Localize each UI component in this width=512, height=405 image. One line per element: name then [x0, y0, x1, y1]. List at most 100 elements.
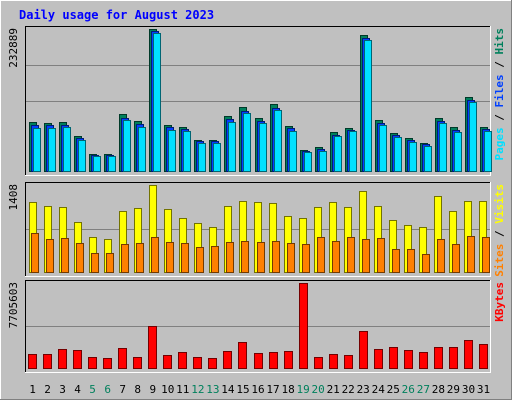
x-tick-label-28: 28	[432, 383, 445, 396]
bar-pages-day-21	[334, 136, 342, 172]
legend-entry-files: Files	[493, 74, 506, 107]
x-tick-label-2: 2	[44, 383, 51, 396]
bar-sites-day-22	[347, 237, 355, 273]
x-tick-label-29: 29	[447, 383, 460, 396]
bar-pages-day-8	[138, 127, 146, 172]
bar-sites-day-14	[226, 242, 234, 273]
panel-legend: Pages / Files / Hits	[493, 28, 506, 161]
x-tick-label-5: 5	[89, 383, 96, 396]
bar-sites-day-7	[121, 244, 129, 273]
bar-sites-day-6	[106, 253, 114, 273]
panel-legend: Sites / Visits	[493, 184, 506, 277]
x-tick-label-31: 31	[477, 383, 490, 396]
bar-sites-day-13	[211, 246, 219, 273]
bar-kbytes-day-30	[464, 340, 473, 369]
bar-sites-day-24	[377, 238, 385, 273]
x-tick-label-17: 17	[266, 383, 279, 396]
bar-pages-day-19	[304, 152, 312, 172]
x-tick-label-20: 20	[311, 383, 324, 396]
bar-sites-day-29	[452, 244, 460, 273]
x-tick-label-14: 14	[221, 383, 235, 396]
bar-sites-day-25	[392, 249, 400, 273]
bar-kbytes-day-31	[479, 344, 488, 369]
legend-separator: /	[493, 108, 506, 128]
x-tick-label-25: 25	[387, 383, 400, 396]
bar-kbytes-day-20	[314, 357, 323, 369]
bar-kbytes-day-2	[43, 354, 52, 369]
x-tick-label-19: 19	[296, 383, 309, 396]
bar-sites-day-20	[317, 237, 325, 273]
x-tick-label-27: 27	[417, 383, 430, 396]
bar-kbytes-day-16	[254, 353, 263, 369]
bar-sites-day-19	[302, 244, 310, 273]
bar-pages-day-4	[78, 140, 86, 172]
bar-sites-day-30	[467, 236, 475, 273]
bar-pages-day-18	[289, 131, 297, 172]
bar-pages-day-17	[274, 110, 282, 172]
bar-sites-day-27	[422, 254, 430, 273]
bar-kbytes-day-19	[299, 283, 308, 369]
bar-kbytes-day-11	[178, 352, 187, 369]
bar-sites-day-4	[76, 243, 84, 273]
bar-pages-day-31	[484, 131, 492, 172]
bar-kbytes-day-1	[28, 354, 37, 369]
bar-pages-day-29	[454, 132, 462, 172]
x-tick-label-4: 4	[74, 383, 81, 396]
bar-pages-day-25	[394, 137, 402, 172]
chart-panels: 232889 Pages / Files / Hits 1408 Sites / Vi…	[7, 26, 506, 373]
x-tick-label-15: 15	[236, 383, 249, 396]
bar-pages-day-15	[243, 113, 251, 172]
x-tick-label-22: 22	[342, 383, 355, 396]
bar-sites-day-1	[31, 233, 39, 273]
legend-separator: /	[493, 55, 506, 75]
panel-hits-files-pages: 232889 Pages / Files / Hits	[7, 26, 506, 176]
bar-kbytes-day-5	[88, 357, 97, 369]
bar-sites-day-12	[196, 247, 204, 273]
bar-sites-day-21	[332, 241, 340, 273]
x-tick-label-23: 23	[357, 383, 370, 396]
bar-pages-day-20	[319, 151, 327, 172]
x-tick-label-13: 13	[206, 383, 219, 396]
bar-kbytes-day-26	[404, 350, 413, 369]
bar-kbytes-day-4	[73, 350, 82, 369]
bar-pages-day-26	[409, 142, 417, 172]
x-tick-label-8: 8	[134, 383, 141, 396]
bar-sites-day-16	[257, 242, 265, 273]
legend-entry-pages: Pages	[493, 127, 506, 160]
panel-visits-sites: 1408 Sites / Visits	[7, 182, 506, 277]
x-tick-label-11: 11	[176, 383, 189, 396]
y-axis-max-label: 7705603	[7, 282, 20, 328]
bar-pages-day-13	[213, 143, 221, 172]
bar-pages-day-30	[469, 102, 477, 172]
bar-kbytes-day-22	[344, 355, 353, 369]
bar-sites-day-10	[166, 242, 174, 273]
bar-pages-day-22	[349, 131, 357, 172]
x-tick-label-26: 26	[402, 383, 415, 396]
bar-sites-day-26	[407, 249, 415, 273]
bar-pages-day-5	[93, 156, 101, 172]
bar-pages-day-3	[63, 127, 71, 172]
bar-kbytes-day-10	[163, 355, 172, 369]
bar-kbytes-day-25	[389, 347, 398, 369]
bar-pages-day-28	[439, 123, 447, 172]
bar-sites-day-5	[91, 253, 99, 273]
bar-kbytes-day-23	[359, 331, 368, 369]
bar-pages-day-24	[379, 125, 387, 172]
bar-pages-day-12	[198, 143, 206, 172]
bar-kbytes-day-24	[374, 349, 383, 369]
legend-separator: /	[493, 224, 506, 244]
bar-pages-day-23	[364, 40, 372, 172]
legend-entry-kbytes: KBytes	[493, 282, 506, 322]
bar-pages-day-2	[48, 128, 56, 172]
bar-kbytes-day-6	[103, 358, 112, 369]
bar-sites-day-11	[181, 243, 189, 273]
panel-kbytes: 7705603 KBytes	[7, 280, 506, 373]
x-tick-label-24: 24	[372, 383, 386, 396]
x-tick-label-30: 30	[462, 383, 475, 396]
bar-sites-day-15	[241, 241, 249, 273]
bar-kbytes-day-27	[419, 352, 428, 369]
x-tick-label-18: 18	[281, 383, 294, 396]
x-tick-label-6: 6	[104, 383, 111, 396]
